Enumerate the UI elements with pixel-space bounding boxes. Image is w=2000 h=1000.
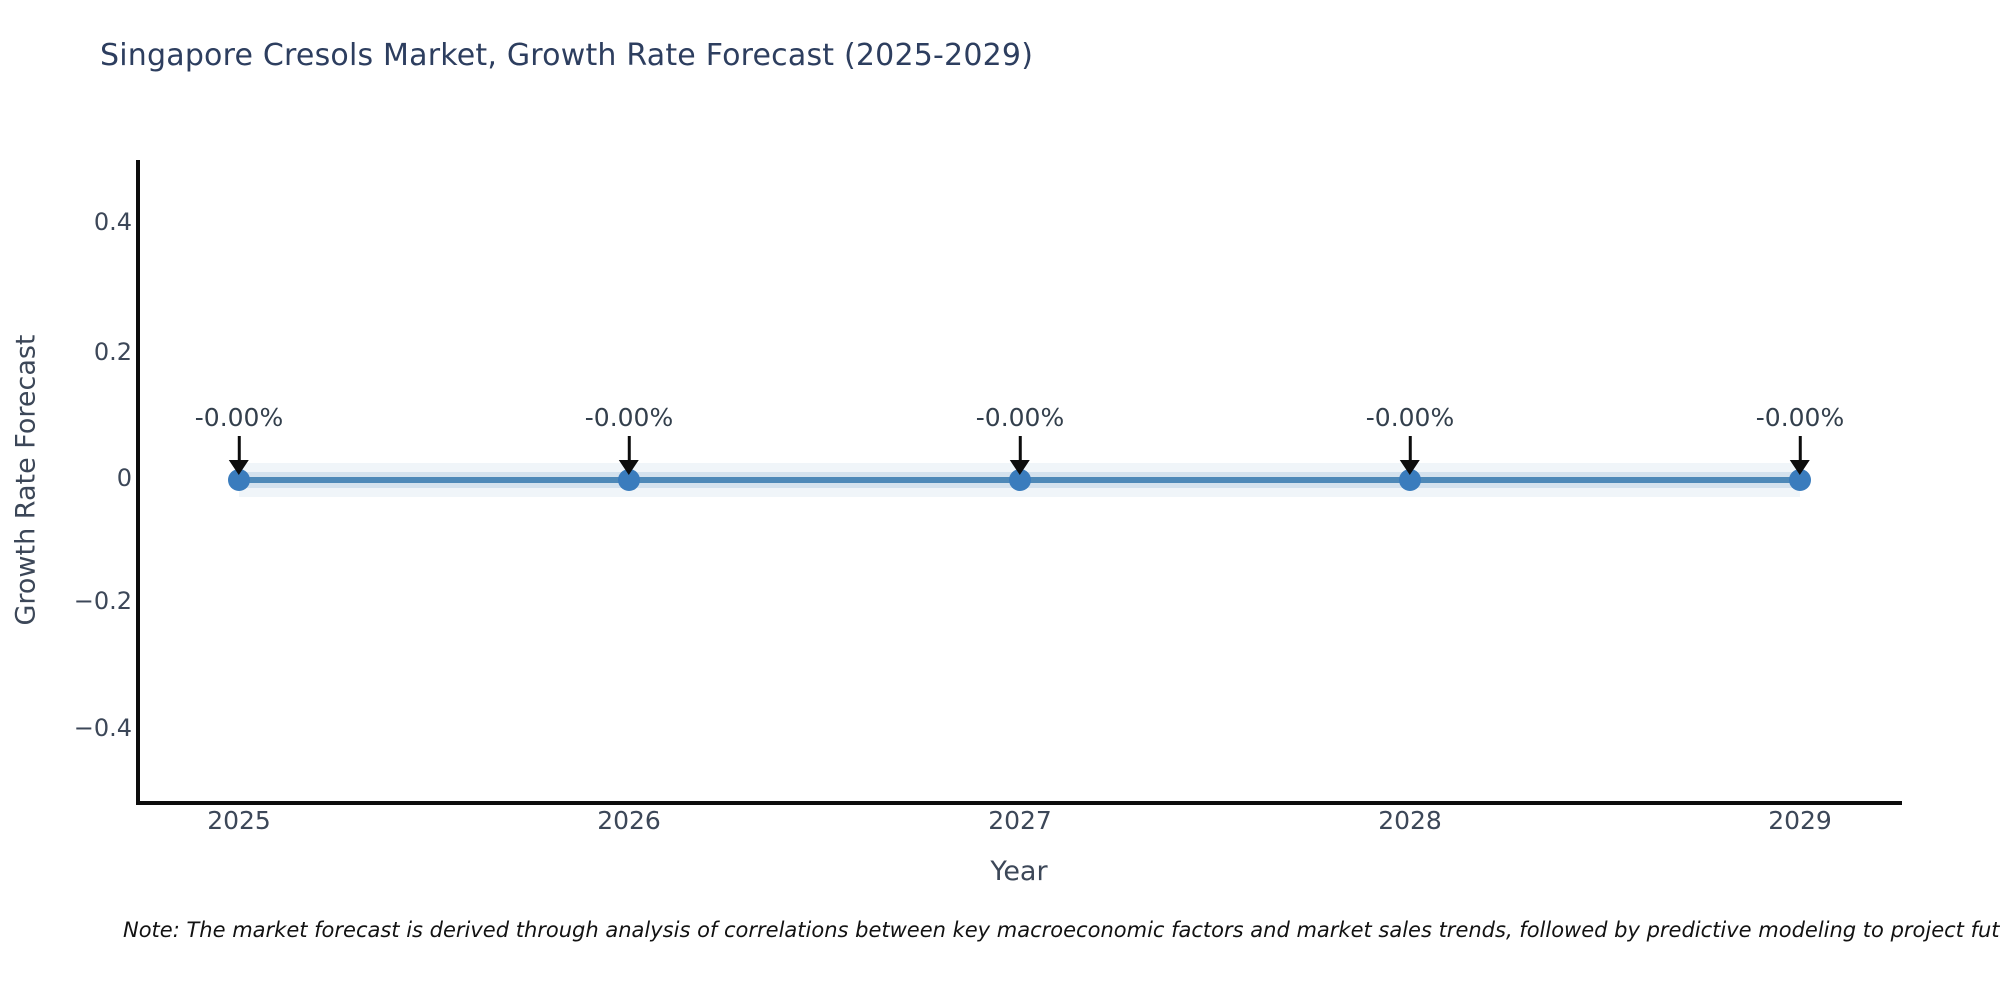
annotation-arrowhead-icon xyxy=(228,460,249,475)
y-tick-label: −0.4 xyxy=(73,714,132,742)
annotation-arrow-stem xyxy=(1798,436,1802,460)
annotation-arrow-stem xyxy=(1408,436,1412,460)
data-point-annotation: -0.00% xyxy=(585,404,673,475)
annotation-value: -0.00% xyxy=(1365,403,1455,432)
annotation-arrow-stem xyxy=(627,436,631,460)
x-tick-label: 2029 xyxy=(1768,806,1832,835)
annotation-arrowhead-icon xyxy=(1399,460,1420,475)
annotation-arrow-stem xyxy=(1018,436,1022,460)
data-point-annotation: -0.00% xyxy=(1366,404,1454,475)
data-point-annotation: -0.00% xyxy=(195,404,283,475)
annotation-value: -0.00% xyxy=(194,403,284,432)
annotation-arrowhead-icon xyxy=(618,460,639,475)
y-tick-label: −0.2 xyxy=(73,587,132,615)
y-tick-label: 0 xyxy=(116,464,132,492)
data-point-annotation: -0.00% xyxy=(976,404,1064,475)
x-tick-label: 2027 xyxy=(988,806,1052,835)
x-axis-label: Year xyxy=(990,856,1048,887)
y-tick-label: 0.4 xyxy=(93,208,132,236)
x-tick-label: 2025 xyxy=(207,806,271,835)
x-axis-spine xyxy=(136,801,1902,805)
footnote: Note: The market forecast is derived thr… xyxy=(123,918,2000,942)
y-axis-spine xyxy=(136,160,140,805)
x-tick-label: 2028 xyxy=(1378,806,1442,835)
annotation-value: -0.00% xyxy=(975,403,1065,432)
annotation-arrow-stem xyxy=(237,436,241,460)
y-tick-label: 0.2 xyxy=(93,338,132,366)
data-point-annotation: -0.00% xyxy=(1756,404,1844,475)
chart-title: Singapore Cresols Market, Growth Rate Fo… xyxy=(100,38,1034,73)
annotation-value: -0.00% xyxy=(1755,403,1845,432)
x-tick-label: 2026 xyxy=(597,806,661,835)
annotation-value: -0.00% xyxy=(584,403,674,432)
annotation-arrowhead-icon xyxy=(1789,460,1810,475)
annotation-arrowhead-icon xyxy=(1009,460,1030,475)
